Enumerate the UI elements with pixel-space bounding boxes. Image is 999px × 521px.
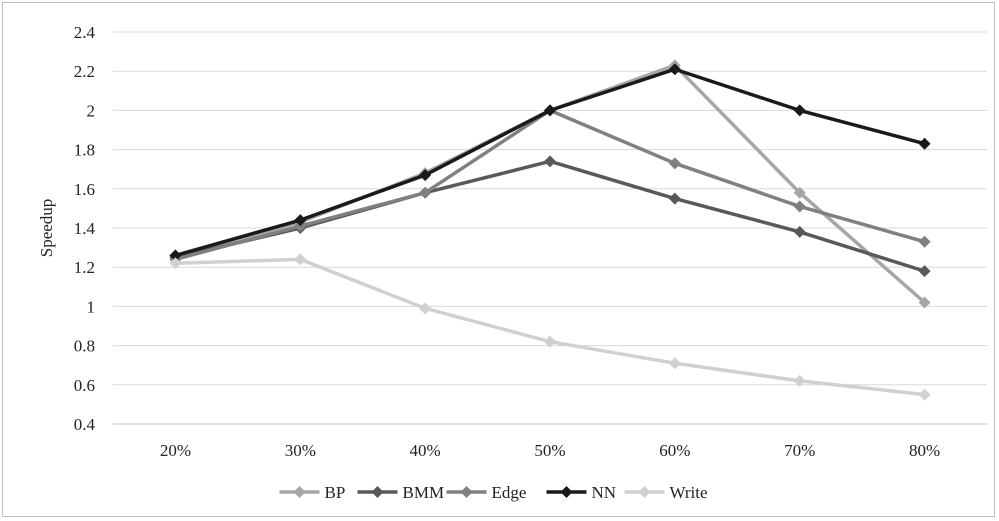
legend-item-nn: NN xyxy=(546,483,617,502)
data-point-nn xyxy=(918,137,931,150)
y-axis-tick-labels: 0.4 0.6 0.8 1 1.2 1.4 1.6 1.8 2 2.2 2.4 xyxy=(74,23,96,434)
data-point-nn xyxy=(294,214,307,227)
data-point-write xyxy=(668,357,681,370)
data-point-edge xyxy=(918,235,931,248)
data-point-bp xyxy=(793,186,806,199)
data-point-bp xyxy=(918,296,931,309)
legend-label-edge: Edge xyxy=(492,483,527,502)
series-edge xyxy=(169,104,931,266)
data-point-write xyxy=(169,257,182,270)
legend-item-edge: Edge xyxy=(446,483,527,502)
legend-marker-bmm xyxy=(371,486,384,498)
legend-marker-write xyxy=(638,486,651,498)
x-tick-label: 60% xyxy=(659,441,690,460)
legend-label-bp: BP xyxy=(325,483,346,502)
series-line-bmm xyxy=(173,159,927,273)
data-point-nn xyxy=(668,63,681,76)
data-point-nn xyxy=(419,169,432,182)
data-point-edge xyxy=(793,200,806,213)
legend-label-write: Write xyxy=(670,483,708,502)
data-point-edge xyxy=(419,186,432,199)
x-tick-label: 50% xyxy=(534,441,565,460)
legend-marker-edge xyxy=(460,486,473,498)
x-tick-label: 20% xyxy=(160,441,191,460)
data-point-bmm xyxy=(793,225,806,238)
series-write xyxy=(169,253,931,401)
y-tick-label: 2.4 xyxy=(74,23,96,42)
y-tick-label: 2 xyxy=(87,101,96,120)
grid-lines xyxy=(113,31,987,425)
data-point-nn xyxy=(793,104,806,117)
data-point-bmm xyxy=(918,265,931,278)
x-tick-label: 30% xyxy=(285,441,316,460)
y-tick-label: 1.2 xyxy=(74,258,95,277)
x-tick-label: 80% xyxy=(909,441,940,460)
data-point-write xyxy=(294,253,307,266)
y-tick-label: 1.6 xyxy=(74,180,95,199)
legend-label-nn: NN xyxy=(592,483,617,502)
data-point-edge xyxy=(668,157,681,170)
series-nn xyxy=(169,63,931,262)
legend-label-bmm: BMM xyxy=(403,483,445,502)
y-tick-label: 0.4 xyxy=(74,415,96,434)
legend-item-bp: BP xyxy=(279,483,346,502)
y-tick-label: 1 xyxy=(87,297,96,316)
legend-marker-nn xyxy=(560,486,573,498)
data-point-write xyxy=(544,335,556,348)
y-tick-label: 2.2 xyxy=(74,62,95,81)
legend-marker-bp xyxy=(293,486,306,498)
y-tick-label: 1.4 xyxy=(74,219,96,238)
series-line-write xyxy=(173,257,927,397)
data-point-write xyxy=(419,302,432,315)
data-point-bmm xyxy=(668,192,681,205)
data-point-nn xyxy=(169,249,182,262)
data-point-bmm xyxy=(544,155,556,168)
data-point-write xyxy=(793,374,806,387)
data-point-nn xyxy=(544,104,556,117)
x-tick-label: 40% xyxy=(410,441,441,460)
y-tick-label: 0.8 xyxy=(74,337,95,356)
legend-item-write: Write xyxy=(624,483,708,502)
data-point-write xyxy=(918,388,931,401)
y-tick-label: 0.6 xyxy=(74,376,95,395)
legend-item-bmm: BMM xyxy=(357,483,445,502)
series-lines xyxy=(169,59,931,401)
y-tick-label: 1.8 xyxy=(74,141,95,160)
x-axis-tick-labels: 20% 30% 40% 50% 60% 70% 80% xyxy=(160,441,940,460)
y-axis-title: Speedup xyxy=(37,199,56,258)
series-bp xyxy=(169,59,931,309)
x-tick-label: 70% xyxy=(784,441,815,460)
legend: BP BMM Edge NN Write xyxy=(279,483,708,502)
